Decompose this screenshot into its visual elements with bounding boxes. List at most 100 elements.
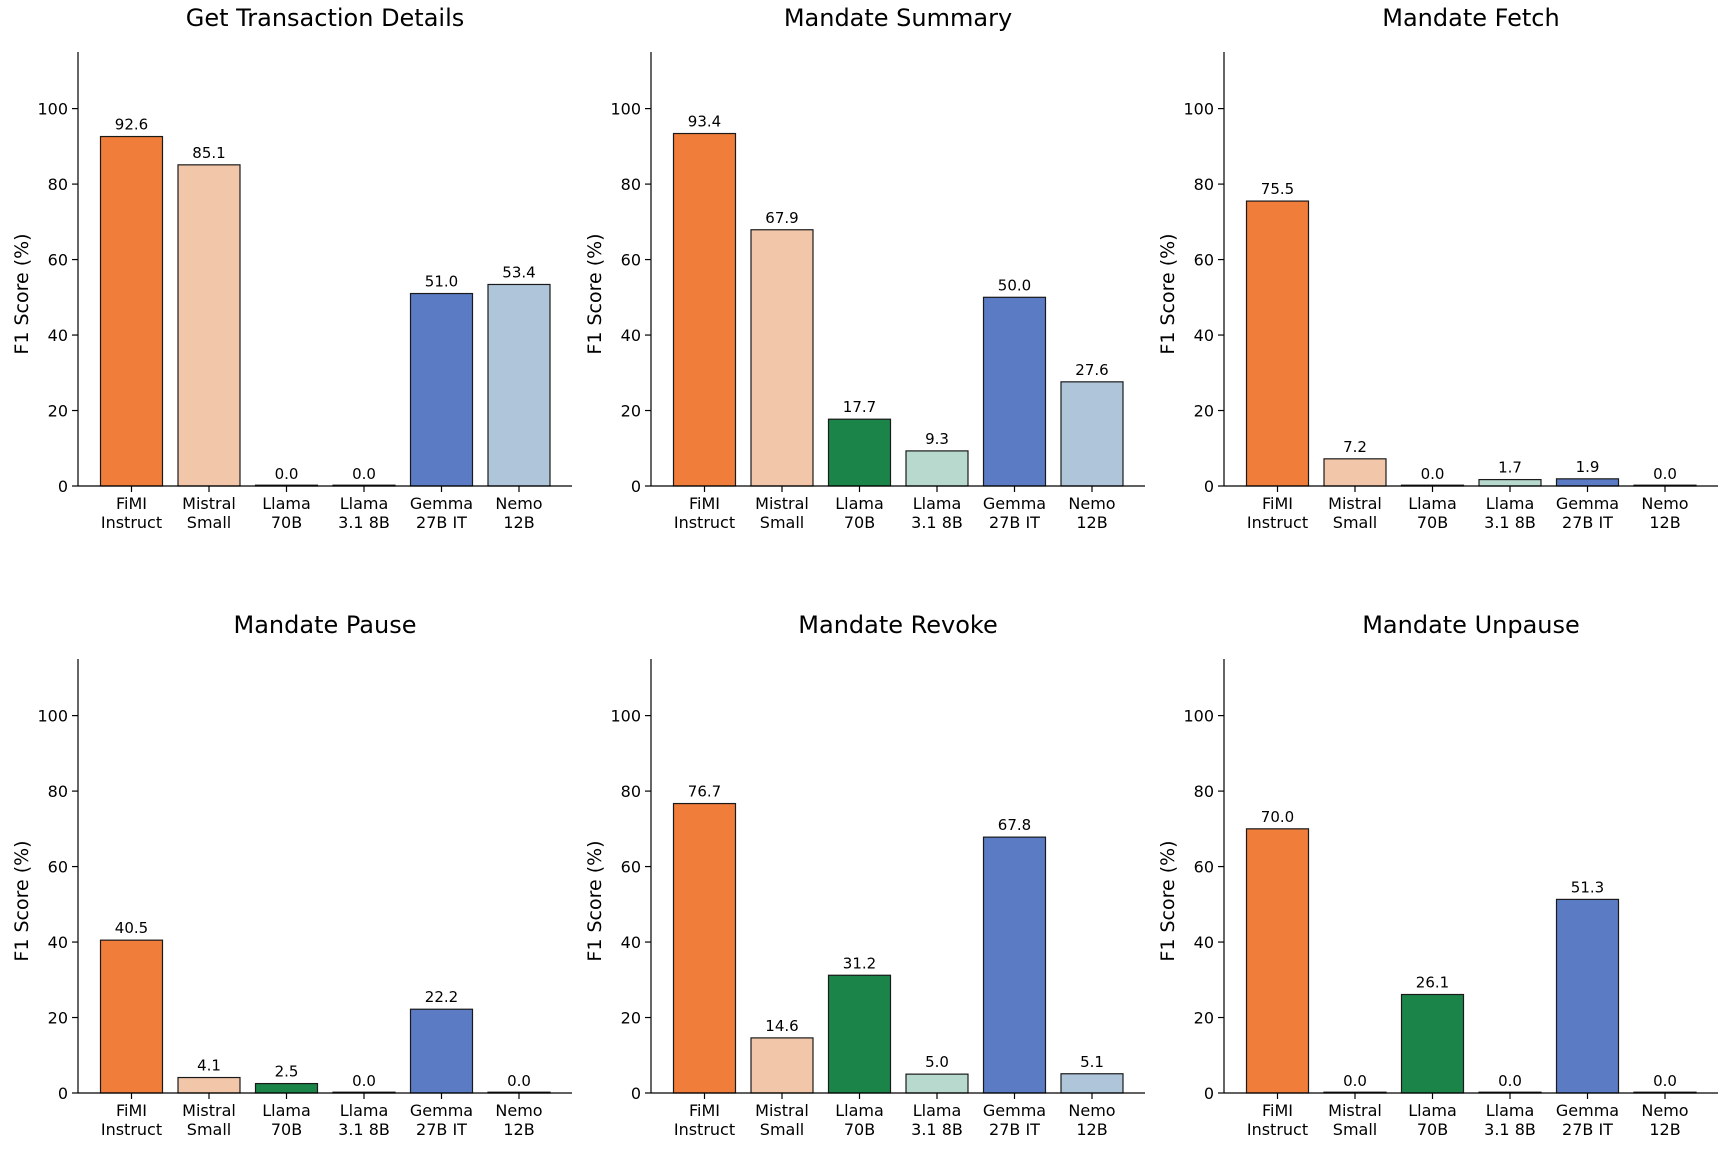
y-tick-label: 0 (631, 1084, 641, 1103)
bar-value-label: 22.2 (425, 988, 458, 1006)
bar-value-label: 75.5 (1261, 180, 1294, 198)
y-tick-label: 0 (58, 1084, 68, 1103)
bar-value-label: 92.6 (115, 116, 148, 134)
bar-value-label: 85.1 (192, 144, 225, 162)
y-tick-label: 80 (1194, 175, 1214, 194)
bar-value-label: 5.1 (1080, 1053, 1104, 1071)
chart-title: Get Transaction Details (186, 4, 465, 32)
y-tick-label: 40 (621, 326, 641, 345)
x-tick-label: Llama 3.1 8B (911, 494, 963, 532)
x-tick-label: Llama 3.1 8B (338, 1101, 390, 1139)
bar-llama-70b (827, 974, 892, 1094)
x-tick-label: Mistral Small (755, 494, 809, 532)
panel-mandate-fetch: Mandate Fetch F1 Score (%) 0 20 40 60 80 100 75.… (1157, 4, 1718, 532)
x-tick-label: Nemo 12B (1641, 494, 1688, 532)
bar-value-label: 67.8 (998, 816, 1031, 834)
y-axis-label: F1 Score (%) (584, 840, 606, 961)
x-tick-label: Mistral Small (755, 1101, 809, 1139)
y-tick-label: 100 (37, 707, 68, 726)
bar-gemma-27b-it (1555, 898, 1620, 1094)
x-tick-label: FiMI Instruct (1247, 1101, 1308, 1139)
y-tick-label: 60 (1194, 858, 1214, 877)
bar-value-label: 2.5 (275, 1063, 299, 1081)
chart-title: Mandate Summary (784, 4, 1012, 32)
bar-value-label: 76.7 (688, 783, 721, 801)
bar-value-label: 0.0 (352, 1072, 376, 1090)
bar-fimi-instruct (1245, 828, 1310, 1094)
y-tick-label: 40 (1194, 933, 1214, 952)
x-tick-label: Gemma 27B IT (1556, 1101, 1619, 1139)
y-tick-label: 60 (48, 251, 68, 270)
y-tick-label: 0 (1204, 1084, 1214, 1103)
y-tick-label: 40 (48, 933, 68, 952)
bar-llama-70b (1400, 993, 1465, 1094)
x-tick-label: FiMI Instruct (1247, 494, 1308, 532)
y-tick-label: 0 (58, 477, 68, 496)
bar-mistral-small (177, 164, 241, 487)
bar-fimi-instruct (99, 135, 164, 487)
bar-mistral-small (1323, 458, 1387, 487)
bar-llama-3-1-8b (905, 450, 969, 487)
bar-mistral-small (177, 1076, 241, 1094)
x-tick-label: FiMI Instruct (674, 494, 735, 532)
bar-value-label: 70.0 (1261, 808, 1294, 826)
y-tick-label: 20 (1194, 402, 1214, 421)
bar-value-label: 9.3 (925, 430, 949, 448)
y-tick-label: 20 (1194, 1009, 1214, 1028)
bar-value-label: 0.0 (352, 465, 376, 483)
bar-value-label: 17.7 (843, 398, 876, 416)
x-tick-label: Gemma 27B IT (410, 1101, 473, 1139)
bar-nemo-12b (1060, 381, 1124, 487)
bar-value-label: 7.2 (1343, 438, 1367, 456)
bar-value-label: 51.0 (425, 273, 458, 291)
bar-nemo-12b (1060, 1073, 1124, 1094)
x-tick-label: FiMI Instruct (101, 494, 162, 532)
y-tick-label: 40 (1194, 326, 1214, 345)
y-tick-label: 20 (621, 1009, 641, 1028)
x-tick-label: Mistral Small (1328, 494, 1382, 532)
bar-value-label: 40.5 (115, 919, 148, 937)
x-tick-label: Mistral Small (182, 1101, 236, 1139)
y-tick-label: 60 (621, 858, 641, 877)
y-tick-label: 80 (48, 782, 68, 801)
x-tick-label: Nemo 12B (1068, 494, 1115, 532)
bar-gemma-27b-it (982, 296, 1047, 487)
bar-gemma-27b-it (1555, 478, 1620, 487)
bar-value-label: 0.0 (1653, 465, 1677, 483)
bar-mistral-small (750, 229, 814, 487)
bar-value-label: 0.0 (507, 1072, 531, 1090)
x-tick-label: Nemo 12B (495, 494, 542, 532)
bar-fimi-instruct (672, 132, 737, 487)
bar-gemma-27b-it (409, 1008, 474, 1094)
bar-fimi-instruct (1245, 200, 1310, 487)
panel-get-transaction-details: Get Transaction Details F1 Score (%) 0 20 40… (11, 4, 572, 532)
x-tick-label: Llama 70B (835, 494, 884, 532)
bar-value-label: 27.6 (1075, 361, 1108, 379)
y-tick-label: 20 (48, 1009, 68, 1028)
y-tick-label: 80 (621, 782, 641, 801)
x-tick-label: Llama 70B (1408, 494, 1457, 532)
x-tick-label: Gemma 27B IT (410, 494, 473, 532)
y-tick-label: 60 (621, 251, 641, 270)
bar-value-label: 14.6 (765, 1017, 798, 1035)
bar-value-label: 5.0 (925, 1053, 949, 1071)
x-tick-label: Gemma 27B IT (983, 494, 1046, 532)
x-tick-label: Llama 3.1 8B (338, 494, 390, 532)
x-tick-label: FiMI Instruct (674, 1101, 735, 1139)
y-tick-label: 0 (1204, 477, 1214, 496)
y-tick-label: 60 (1194, 251, 1214, 270)
y-tick-label: 20 (48, 402, 68, 421)
bar-value-label: 0.0 (1421, 465, 1445, 483)
y-tick-label: 40 (621, 933, 641, 952)
panel-mandate-pause: Mandate Pause F1 Score (%) 0 20 40 60 80 100 40.… (11, 611, 572, 1139)
y-axis-label: F1 Score (%) (584, 233, 606, 354)
y-tick-label: 100 (610, 707, 641, 726)
y-tick-label: 20 (621, 402, 641, 421)
bar-llama-3-1-8b (905, 1073, 969, 1094)
bar-gemma-27b-it (982, 836, 1047, 1094)
bar-value-label: 1.9 (1576, 458, 1600, 476)
y-tick-label: 40 (48, 326, 68, 345)
y-tick-label: 100 (37, 100, 68, 119)
x-tick-label: FiMI Instruct (101, 1101, 162, 1139)
